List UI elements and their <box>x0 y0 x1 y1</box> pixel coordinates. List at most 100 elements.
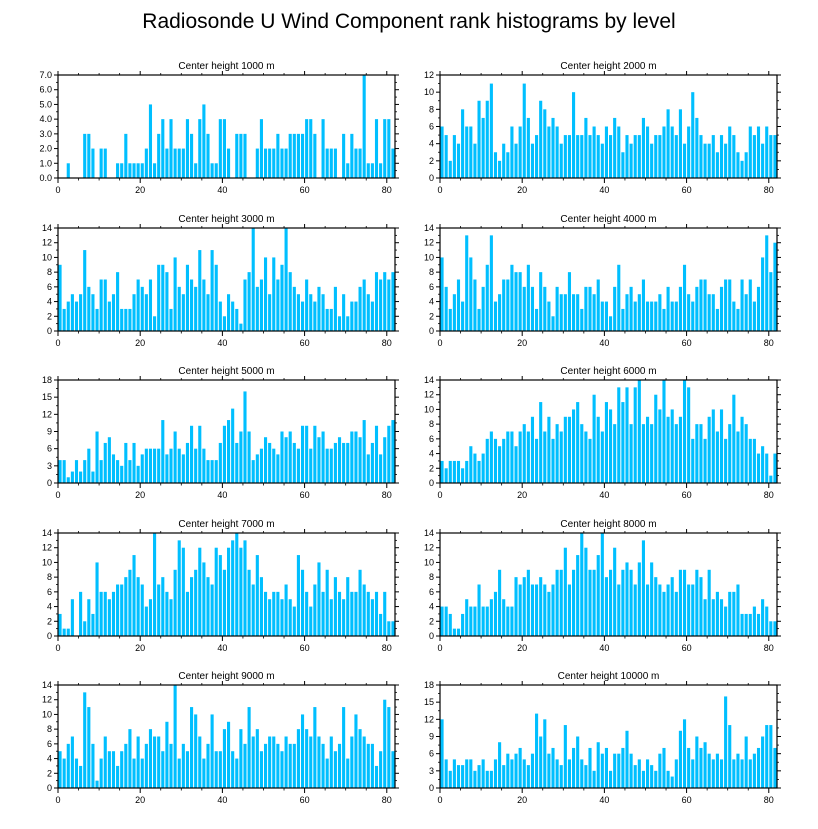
bar <box>62 308 66 331</box>
x-tick-label: 80 <box>382 795 392 805</box>
bar <box>563 294 567 331</box>
bar <box>161 751 165 788</box>
bar <box>456 279 461 331</box>
bar <box>588 438 592 483</box>
x-tick-label: 40 <box>599 185 609 195</box>
y-tick-label: 4 <box>429 297 434 307</box>
bar <box>124 133 128 178</box>
bar <box>530 416 535 483</box>
bar <box>493 152 498 178</box>
bar <box>691 584 695 636</box>
bar <box>227 294 231 331</box>
y-tick-label: 10 <box>424 557 434 567</box>
x-tick-label: 40 <box>217 338 227 348</box>
bar <box>132 555 136 636</box>
bar <box>662 308 666 331</box>
chart-panel-1: Center height 1000 m 0.0 1.0 2.0 3.0 4.0 5.0 6.… <box>39 61 399 195</box>
bar <box>83 250 87 331</box>
bar <box>132 758 136 788</box>
bar <box>58 613 62 636</box>
bar <box>567 272 572 331</box>
bar <box>637 759 641 788</box>
bar <box>148 448 153 483</box>
bar <box>748 613 752 636</box>
bar <box>539 577 543 636</box>
bar <box>695 424 699 483</box>
bar <box>255 454 259 483</box>
bar <box>559 294 563 331</box>
bar <box>719 409 724 483</box>
bar <box>255 555 259 636</box>
bar <box>313 301 317 331</box>
bar <box>452 294 456 331</box>
x-tick-label: 60 <box>300 643 310 653</box>
bar <box>588 286 592 331</box>
bar <box>576 402 580 483</box>
bar <box>518 431 522 483</box>
x-tick-label: 80 <box>382 185 392 195</box>
bar <box>732 759 736 788</box>
bar <box>210 584 214 636</box>
bar <box>609 770 613 788</box>
bar <box>313 425 317 483</box>
bar <box>309 448 313 483</box>
bar <box>87 599 91 636</box>
bar <box>728 591 732 636</box>
bar <box>502 599 506 636</box>
y-tick-label: 14 <box>424 375 434 385</box>
bar <box>506 431 510 483</box>
bar <box>485 770 489 788</box>
bar <box>502 438 506 483</box>
bar <box>535 584 539 636</box>
bar <box>305 425 309 483</box>
bar <box>740 416 744 483</box>
bar <box>724 606 728 636</box>
bar <box>584 547 588 636</box>
bar <box>580 533 584 636</box>
bar <box>91 294 95 331</box>
bar <box>83 692 87 788</box>
bar <box>744 424 748 483</box>
bar <box>465 235 469 331</box>
y-tick-label: 4.0 <box>39 114 52 124</box>
bar <box>469 759 473 788</box>
bar <box>695 569 699 636</box>
bar <box>752 438 756 483</box>
x-tick-label: 40 <box>599 338 609 348</box>
bar <box>485 438 489 483</box>
bar <box>366 591 370 636</box>
bar <box>148 729 153 788</box>
bar <box>132 163 136 178</box>
bar <box>609 409 613 483</box>
y-tick-label: 8 <box>429 572 434 582</box>
bar <box>391 148 395 178</box>
bar <box>58 751 62 788</box>
bar <box>670 577 674 636</box>
bar <box>744 294 748 331</box>
bar <box>666 770 670 788</box>
y-tick-label: 0 <box>429 783 434 793</box>
bar <box>489 599 493 636</box>
bar <box>452 460 456 483</box>
bar <box>177 286 181 331</box>
bar <box>691 438 695 483</box>
bar <box>678 286 682 331</box>
bar <box>744 152 748 178</box>
bar <box>235 133 239 178</box>
bar <box>231 751 235 788</box>
bar <box>259 279 263 331</box>
bar <box>555 424 559 483</box>
bar <box>732 135 736 178</box>
bar <box>555 286 559 331</box>
bar <box>609 135 613 178</box>
bar <box>218 555 222 636</box>
bar <box>284 228 288 331</box>
bar <box>691 92 695 178</box>
bar <box>728 424 732 483</box>
bar <box>535 135 539 178</box>
bar <box>510 264 514 331</box>
bar <box>350 431 354 483</box>
bar <box>514 753 518 788</box>
bar <box>547 416 551 483</box>
bar <box>674 591 678 636</box>
